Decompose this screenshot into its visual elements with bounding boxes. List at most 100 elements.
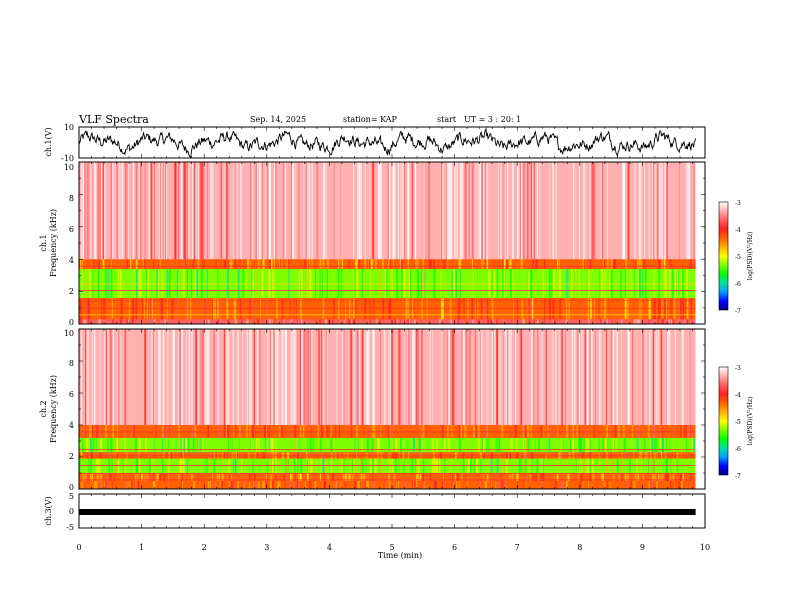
spectrogram-streak bbox=[398, 437, 401, 453]
spectrogram-streak bbox=[681, 481, 684, 489]
spectrogram-streak bbox=[660, 329, 663, 425]
spectrogram-streak bbox=[658, 473, 661, 481]
spectrogram-streak bbox=[392, 437, 394, 453]
spectrogram-streak bbox=[369, 259, 372, 269]
spectrogram-streak bbox=[560, 473, 562, 481]
spectrogram-streak bbox=[535, 259, 537, 269]
spectrogram-streak bbox=[550, 473, 553, 481]
spectrogram-streak bbox=[382, 481, 385, 489]
spectrogram-streak bbox=[272, 481, 274, 489]
spectrogram-streak bbox=[249, 473, 251, 481]
spectrogram-streak bbox=[81, 481, 83, 489]
spectrogram-streak bbox=[613, 259, 615, 269]
spectrogram-streak bbox=[314, 319, 317, 324]
spectrogram-streak bbox=[334, 319, 336, 324]
spectrogram-streak bbox=[368, 259, 369, 269]
spectrogram-streak bbox=[578, 162, 580, 260]
spectrogram-streak bbox=[562, 162, 564, 260]
spectrogram-streak bbox=[379, 162, 381, 260]
spectrogram-streak bbox=[413, 162, 415, 260]
spectrogram-streak bbox=[615, 162, 617, 260]
spectrogram-streak bbox=[689, 437, 691, 453]
spectrogram-streak bbox=[370, 259, 373, 269]
spectrogram-streak bbox=[180, 437, 182, 453]
spectrogram-streak bbox=[490, 259, 492, 269]
spectrogram-streak bbox=[588, 319, 590, 324]
spectrogram-streak bbox=[183, 437, 186, 453]
spectrogram-streak bbox=[270, 473, 273, 481]
spectrogram-streak bbox=[147, 473, 150, 481]
spectrogram-streak bbox=[408, 329, 410, 425]
spectrogram-streak bbox=[112, 162, 114, 260]
spectrogram-streak bbox=[446, 329, 449, 425]
spectrogram-streak bbox=[247, 259, 249, 269]
spectrogram-streak bbox=[100, 481, 102, 489]
spectrogram-streak bbox=[355, 162, 357, 260]
spectrogram-streak bbox=[531, 329, 533, 425]
spectrogram-streak bbox=[154, 437, 156, 453]
spectrogram-streak bbox=[438, 329, 440, 425]
spectrogram-streak bbox=[658, 481, 661, 489]
spectrogram-streak bbox=[686, 319, 688, 324]
spectrogram-streak bbox=[370, 473, 372, 481]
spectrogram-streak bbox=[589, 437, 591, 453]
spectrogram-streak bbox=[347, 319, 349, 324]
spectrogram-streak bbox=[628, 329, 630, 425]
spectrogram-streak bbox=[100, 437, 103, 453]
spectrogram-streak bbox=[617, 259, 620, 269]
spectrogram-streak bbox=[686, 481, 688, 489]
spectrogram-streak bbox=[589, 329, 591, 425]
spectrogram-streak bbox=[102, 329, 105, 425]
spectrogram-streak bbox=[622, 162, 625, 260]
spectrogram-streak bbox=[326, 162, 328, 260]
spectrogram-streak bbox=[479, 481, 482, 489]
spectrogram-streak bbox=[138, 162, 140, 260]
spectrogram-streak bbox=[566, 329, 568, 425]
spectrogram-streak bbox=[461, 162, 464, 260]
spectrogram-streak bbox=[159, 473, 162, 481]
spectrogram-streak bbox=[669, 473, 671, 481]
spectrogram-streak bbox=[478, 473, 480, 481]
spectrogram-streak bbox=[154, 329, 156, 425]
spectrogram-streak bbox=[286, 437, 289, 453]
spectrogram-streak bbox=[314, 481, 317, 489]
ch2-ytick-2: 2 bbox=[69, 452, 74, 461]
xtick-10: 10 bbox=[700, 543, 710, 552]
spectrogram-streak bbox=[436, 437, 438, 453]
spectrogram-streak bbox=[467, 481, 469, 489]
spectrogram-streak bbox=[452, 473, 453, 481]
spectrogram-streak bbox=[138, 329, 139, 425]
spectrogram-streak bbox=[609, 481, 611, 489]
spectrogram-streak bbox=[669, 481, 672, 489]
spectrogram-streak bbox=[119, 162, 121, 260]
spectrogram-streak bbox=[322, 481, 324, 489]
spectrogram-streak bbox=[579, 162, 581, 260]
spectrogram-streak bbox=[657, 329, 659, 425]
spectrogram-streak bbox=[602, 437, 604, 453]
spectrogram-streak bbox=[325, 162, 327, 260]
spectrogram-streak bbox=[387, 259, 390, 269]
spectrogram-streak bbox=[502, 162, 504, 260]
spectrogram-streak bbox=[584, 437, 587, 453]
spectrogram-streak bbox=[541, 329, 543, 425]
spectrogram-streak bbox=[257, 162, 259, 260]
spectrogram-streak bbox=[682, 329, 684, 425]
spectrogram-streak bbox=[649, 319, 651, 324]
spectrogram-streak bbox=[599, 329, 601, 425]
spectrogram-streak bbox=[107, 329, 109, 425]
spectrogram-streak bbox=[246, 319, 249, 324]
spectrogram-streak bbox=[243, 473, 245, 481]
spectrogram-streak bbox=[520, 162, 521, 260]
spectrogram-streak bbox=[246, 259, 248, 269]
spectrogram-streak bbox=[203, 162, 205, 260]
spectrogram-streak bbox=[117, 473, 119, 481]
spectrogram-streak bbox=[455, 319, 456, 324]
spectrogram-streak bbox=[312, 329, 314, 425]
spectrogram-streak bbox=[454, 473, 456, 481]
spectrogram-streak bbox=[292, 162, 295, 260]
ch1-frequency-ylabel: Frequency (kHz) bbox=[49, 209, 58, 277]
spectrogram-streak bbox=[658, 162, 660, 260]
spectrogram-streak bbox=[380, 473, 382, 481]
spectrogram-streak bbox=[207, 162, 208, 260]
spectrogram-streak bbox=[112, 481, 114, 489]
